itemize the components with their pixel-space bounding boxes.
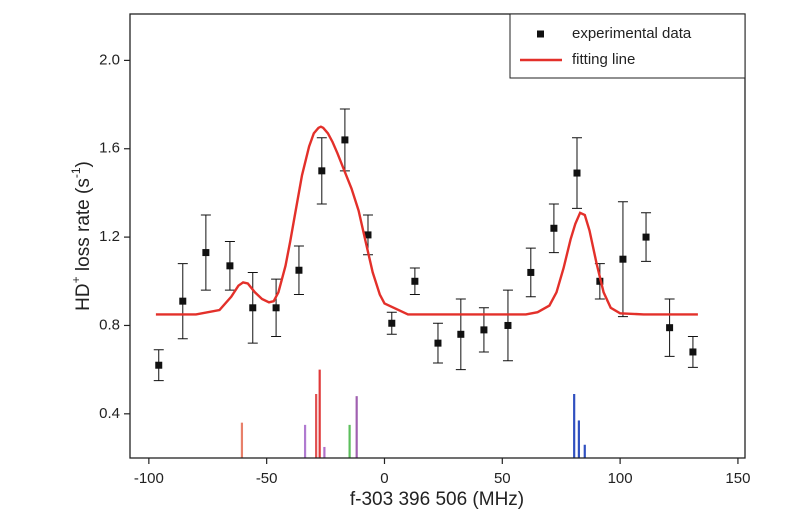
legend-label: fitting line (572, 51, 635, 68)
y-tick-label: 1.6 (99, 140, 120, 157)
data-point (689, 348, 697, 356)
x-tick-label: 100 (608, 470, 633, 487)
data-point (550, 224, 558, 232)
data-point (249, 304, 257, 312)
y-title-part: loss rate (s (73, 178, 94, 276)
y-title-part: HD (73, 283, 94, 310)
y-tick-label: 0.8 (99, 316, 120, 333)
data-point (295, 266, 303, 274)
data-point (226, 262, 234, 270)
y-tick-label: 1.2 (99, 228, 120, 245)
x-tick-label: 0 (380, 470, 388, 487)
legend-label: experimental data (572, 25, 692, 42)
data-point (642, 233, 650, 241)
data-point (434, 339, 442, 347)
legend-box (509, 13, 746, 79)
y-title-sup: + (69, 276, 83, 283)
data-point (364, 231, 372, 239)
y-tick-label: 0.4 (99, 405, 120, 422)
y-axis-title: HD+ loss rate (s-1) (69, 161, 94, 311)
y-title-part: ) (73, 161, 94, 167)
x-tick-label: -50 (256, 470, 278, 487)
legend-swatch (537, 30, 544, 38)
x-tick-label: 150 (725, 470, 750, 487)
data-point (504, 321, 512, 329)
data-point (202, 249, 210, 257)
data-point (341, 136, 349, 144)
data-point (388, 319, 396, 327)
data-point (457, 330, 465, 338)
x-axis-title: f-303 396 506 (MHz) (350, 489, 524, 510)
data-point (527, 268, 535, 276)
data-point (179, 297, 187, 305)
data-point (411, 277, 419, 285)
data-point (573, 169, 581, 177)
data-point (666, 324, 674, 332)
y-tick-label: 2.0 (99, 51, 120, 68)
fit-line (155, 125, 698, 316)
data-point (619, 255, 627, 263)
data-point (155, 361, 163, 369)
data-point (272, 304, 280, 312)
y-title-sup: -1 (69, 167, 83, 178)
x-tick-label: 50 (494, 470, 511, 487)
data-point (318, 167, 326, 175)
x-tick-label: -100 (134, 470, 164, 487)
data-point (480, 326, 488, 334)
plot-frame (129, 13, 746, 459)
